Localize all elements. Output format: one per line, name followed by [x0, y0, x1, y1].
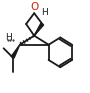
- Text: H: H: [41, 8, 48, 17]
- Polygon shape: [34, 23, 44, 36]
- Polygon shape: [11, 45, 20, 58]
- Text: O: O: [30, 2, 38, 12]
- Text: H: H: [6, 33, 12, 42]
